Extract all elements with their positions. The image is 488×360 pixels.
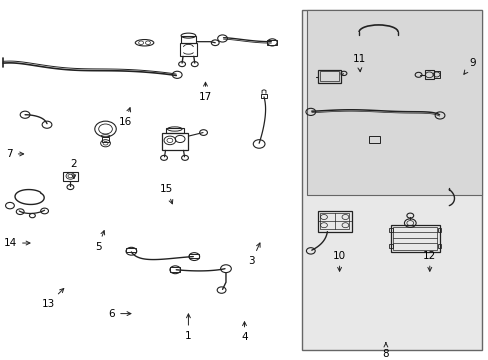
Bar	[306, 10, 482, 195]
Bar	[320, 213, 348, 229]
Text: 1: 1	[185, 314, 191, 341]
Bar	[433, 71, 439, 78]
Bar	[424, 70, 433, 80]
Bar	[63, 172, 78, 181]
Bar	[437, 244, 441, 248]
Text: 12: 12	[422, 251, 435, 271]
Bar	[319, 71, 338, 81]
Bar	[437, 228, 441, 232]
Bar	[390, 225, 439, 252]
Bar	[317, 211, 351, 231]
Text: 3: 3	[248, 243, 260, 266]
Text: 4: 4	[241, 322, 247, 342]
Bar	[388, 244, 392, 248]
Bar	[188, 254, 198, 258]
Text: 9: 9	[463, 58, 475, 74]
Bar	[161, 132, 188, 150]
Bar	[368, 136, 379, 143]
Text: 13: 13	[42, 288, 63, 309]
Text: 15: 15	[160, 184, 173, 204]
Bar	[302, 10, 482, 350]
Text: 16: 16	[118, 108, 131, 127]
Bar	[170, 267, 180, 271]
Text: 10: 10	[332, 251, 346, 271]
Bar	[165, 128, 183, 133]
Bar	[180, 43, 196, 56]
Bar	[260, 94, 267, 98]
Text: 11: 11	[352, 54, 365, 72]
Bar	[267, 40, 277, 45]
Text: 8: 8	[382, 343, 388, 359]
Text: 7: 7	[6, 149, 23, 159]
Text: 6: 6	[108, 309, 131, 319]
Bar	[392, 227, 436, 250]
Bar	[317, 70, 340, 83]
Text: 2: 2	[70, 159, 77, 179]
Text: 17: 17	[199, 82, 212, 102]
Text: 5: 5	[95, 231, 104, 252]
Bar	[102, 137, 109, 142]
Bar	[126, 248, 136, 252]
Bar	[181, 36, 195, 43]
Bar	[388, 228, 392, 232]
Text: 14: 14	[4, 238, 30, 248]
